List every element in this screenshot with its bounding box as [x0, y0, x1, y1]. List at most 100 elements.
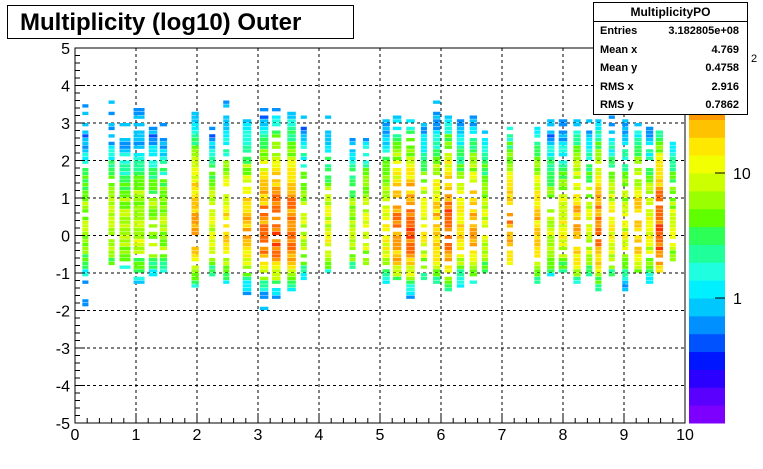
heatmap-cell — [608, 243, 615, 247]
heatmap-cell — [433, 194, 441, 198]
heatmap-cell — [349, 149, 356, 153]
heatmap-cell — [634, 228, 642, 232]
heatmap-cell — [287, 119, 296, 123]
heatmap-cell — [300, 269, 307, 273]
heatmap-cell — [622, 269, 629, 273]
heatmap-cell — [392, 213, 402, 217]
heatmap-cell — [595, 171, 602, 176]
heatmap-cell — [287, 156, 296, 161]
heatmap-cell — [444, 160, 452, 164]
palette-swatch — [689, 119, 725, 138]
heatmap-cell — [159, 235, 168, 239]
heatmap-cell — [119, 145, 131, 149]
heatmap-cell — [634, 205, 642, 209]
heatmap-cell — [547, 250, 555, 254]
heatmap-cell — [392, 134, 402, 138]
heatmap-cell — [469, 235, 477, 239]
y-tick-label: -3 — [56, 341, 70, 358]
heatmap-cell — [259, 108, 269, 112]
heatmap-cell — [444, 284, 452, 288]
heatmap-cell — [159, 254, 168, 258]
heatmap-cell — [119, 216, 131, 221]
heatmap-cell — [573, 280, 581, 284]
palette-swatch — [689, 173, 725, 192]
heatmap-cell — [272, 273, 281, 277]
palette-swatch — [689, 298, 725, 317]
heatmap-cell — [534, 209, 541, 213]
heatmap-cell — [456, 224, 465, 228]
heatmap-cell — [622, 149, 629, 153]
heatmap-cell — [645, 216, 654, 221]
heatmap-cell — [287, 220, 296, 224]
heatmap-cell — [456, 198, 465, 202]
heatmap-cell — [573, 254, 581, 258]
heatmap-cell — [191, 269, 199, 273]
heatmap-cell — [392, 141, 402, 146]
heatmap-cell — [209, 194, 216, 198]
heatmap-cell — [608, 250, 615, 254]
heatmap-cell — [259, 130, 269, 134]
heatmap-cell — [645, 280, 654, 284]
heatmap-cell — [223, 280, 230, 284]
heatmap-cell — [634, 156, 642, 161]
heatmap-cell — [433, 130, 441, 134]
heatmap-cell — [392, 179, 402, 183]
heatmap-cell — [133, 258, 145, 262]
heatmap-cell — [534, 134, 541, 138]
heatmap-cell — [209, 201, 216, 206]
heatmap-cell — [406, 119, 415, 123]
heatmap-cell — [259, 228, 269, 232]
heatmap-cell — [406, 224, 415, 228]
heatmap-cell — [349, 160, 356, 164]
heatmap-cell — [634, 179, 642, 183]
heatmap-cell — [392, 224, 402, 228]
heatmap-cell — [406, 156, 415, 161]
heatmap-cell — [433, 141, 441, 146]
heatmap-cell — [209, 209, 216, 213]
heatmap-cell — [159, 231, 168, 236]
heatmap-cell — [108, 213, 115, 217]
heatmap-cell — [634, 265, 642, 269]
heatmap-cell — [433, 164, 441, 168]
heatmap-cell — [622, 231, 629, 236]
heatmap-cell — [191, 156, 199, 161]
heatmap-cell — [547, 130, 555, 134]
heatmap-cell — [382, 224, 390, 228]
heatmap-cell — [300, 220, 307, 224]
heatmap-cell — [242, 220, 252, 224]
heatmap-cell — [481, 183, 488, 187]
heatmap-cell — [108, 261, 115, 266]
heatmap-cell — [608, 171, 615, 176]
heatmap-cell — [573, 235, 581, 239]
heatmap-cell — [634, 130, 642, 134]
heatmap-cell — [506, 213, 513, 217]
heatmap-cell — [456, 228, 465, 232]
heatmap-cell — [191, 179, 199, 183]
heatmap-cell — [382, 141, 390, 146]
heatmap-cell — [634, 254, 642, 258]
heatmap-cell — [534, 171, 541, 176]
heatmap-cell — [209, 265, 216, 269]
heatmap-cell — [119, 239, 131, 243]
heatmap-cell — [481, 168, 488, 172]
heatmap-cell — [191, 273, 199, 277]
heatmap-cell — [433, 209, 441, 213]
heatmap-cell — [469, 209, 477, 213]
heatmap-cell — [645, 276, 654, 281]
heatmap-cell — [242, 141, 252, 146]
heatmap-cell — [406, 130, 415, 134]
heatmap-cell — [669, 164, 676, 168]
heatmap-cell — [148, 261, 158, 266]
heatmap-cell — [469, 156, 477, 161]
heatmap-cell — [82, 104, 89, 108]
heatmap-cell — [133, 115, 145, 119]
heatmap-cell — [595, 198, 602, 202]
palette-swatch — [689, 405, 725, 424]
heatmap-cell — [382, 261, 390, 266]
heatmap-cell — [444, 216, 452, 221]
heatmap-cell — [223, 239, 230, 243]
heatmap-cell — [362, 220, 370, 224]
heatmap-cell — [287, 141, 296, 146]
heatmap-cell — [622, 194, 629, 198]
heatmap-cell — [259, 246, 269, 251]
